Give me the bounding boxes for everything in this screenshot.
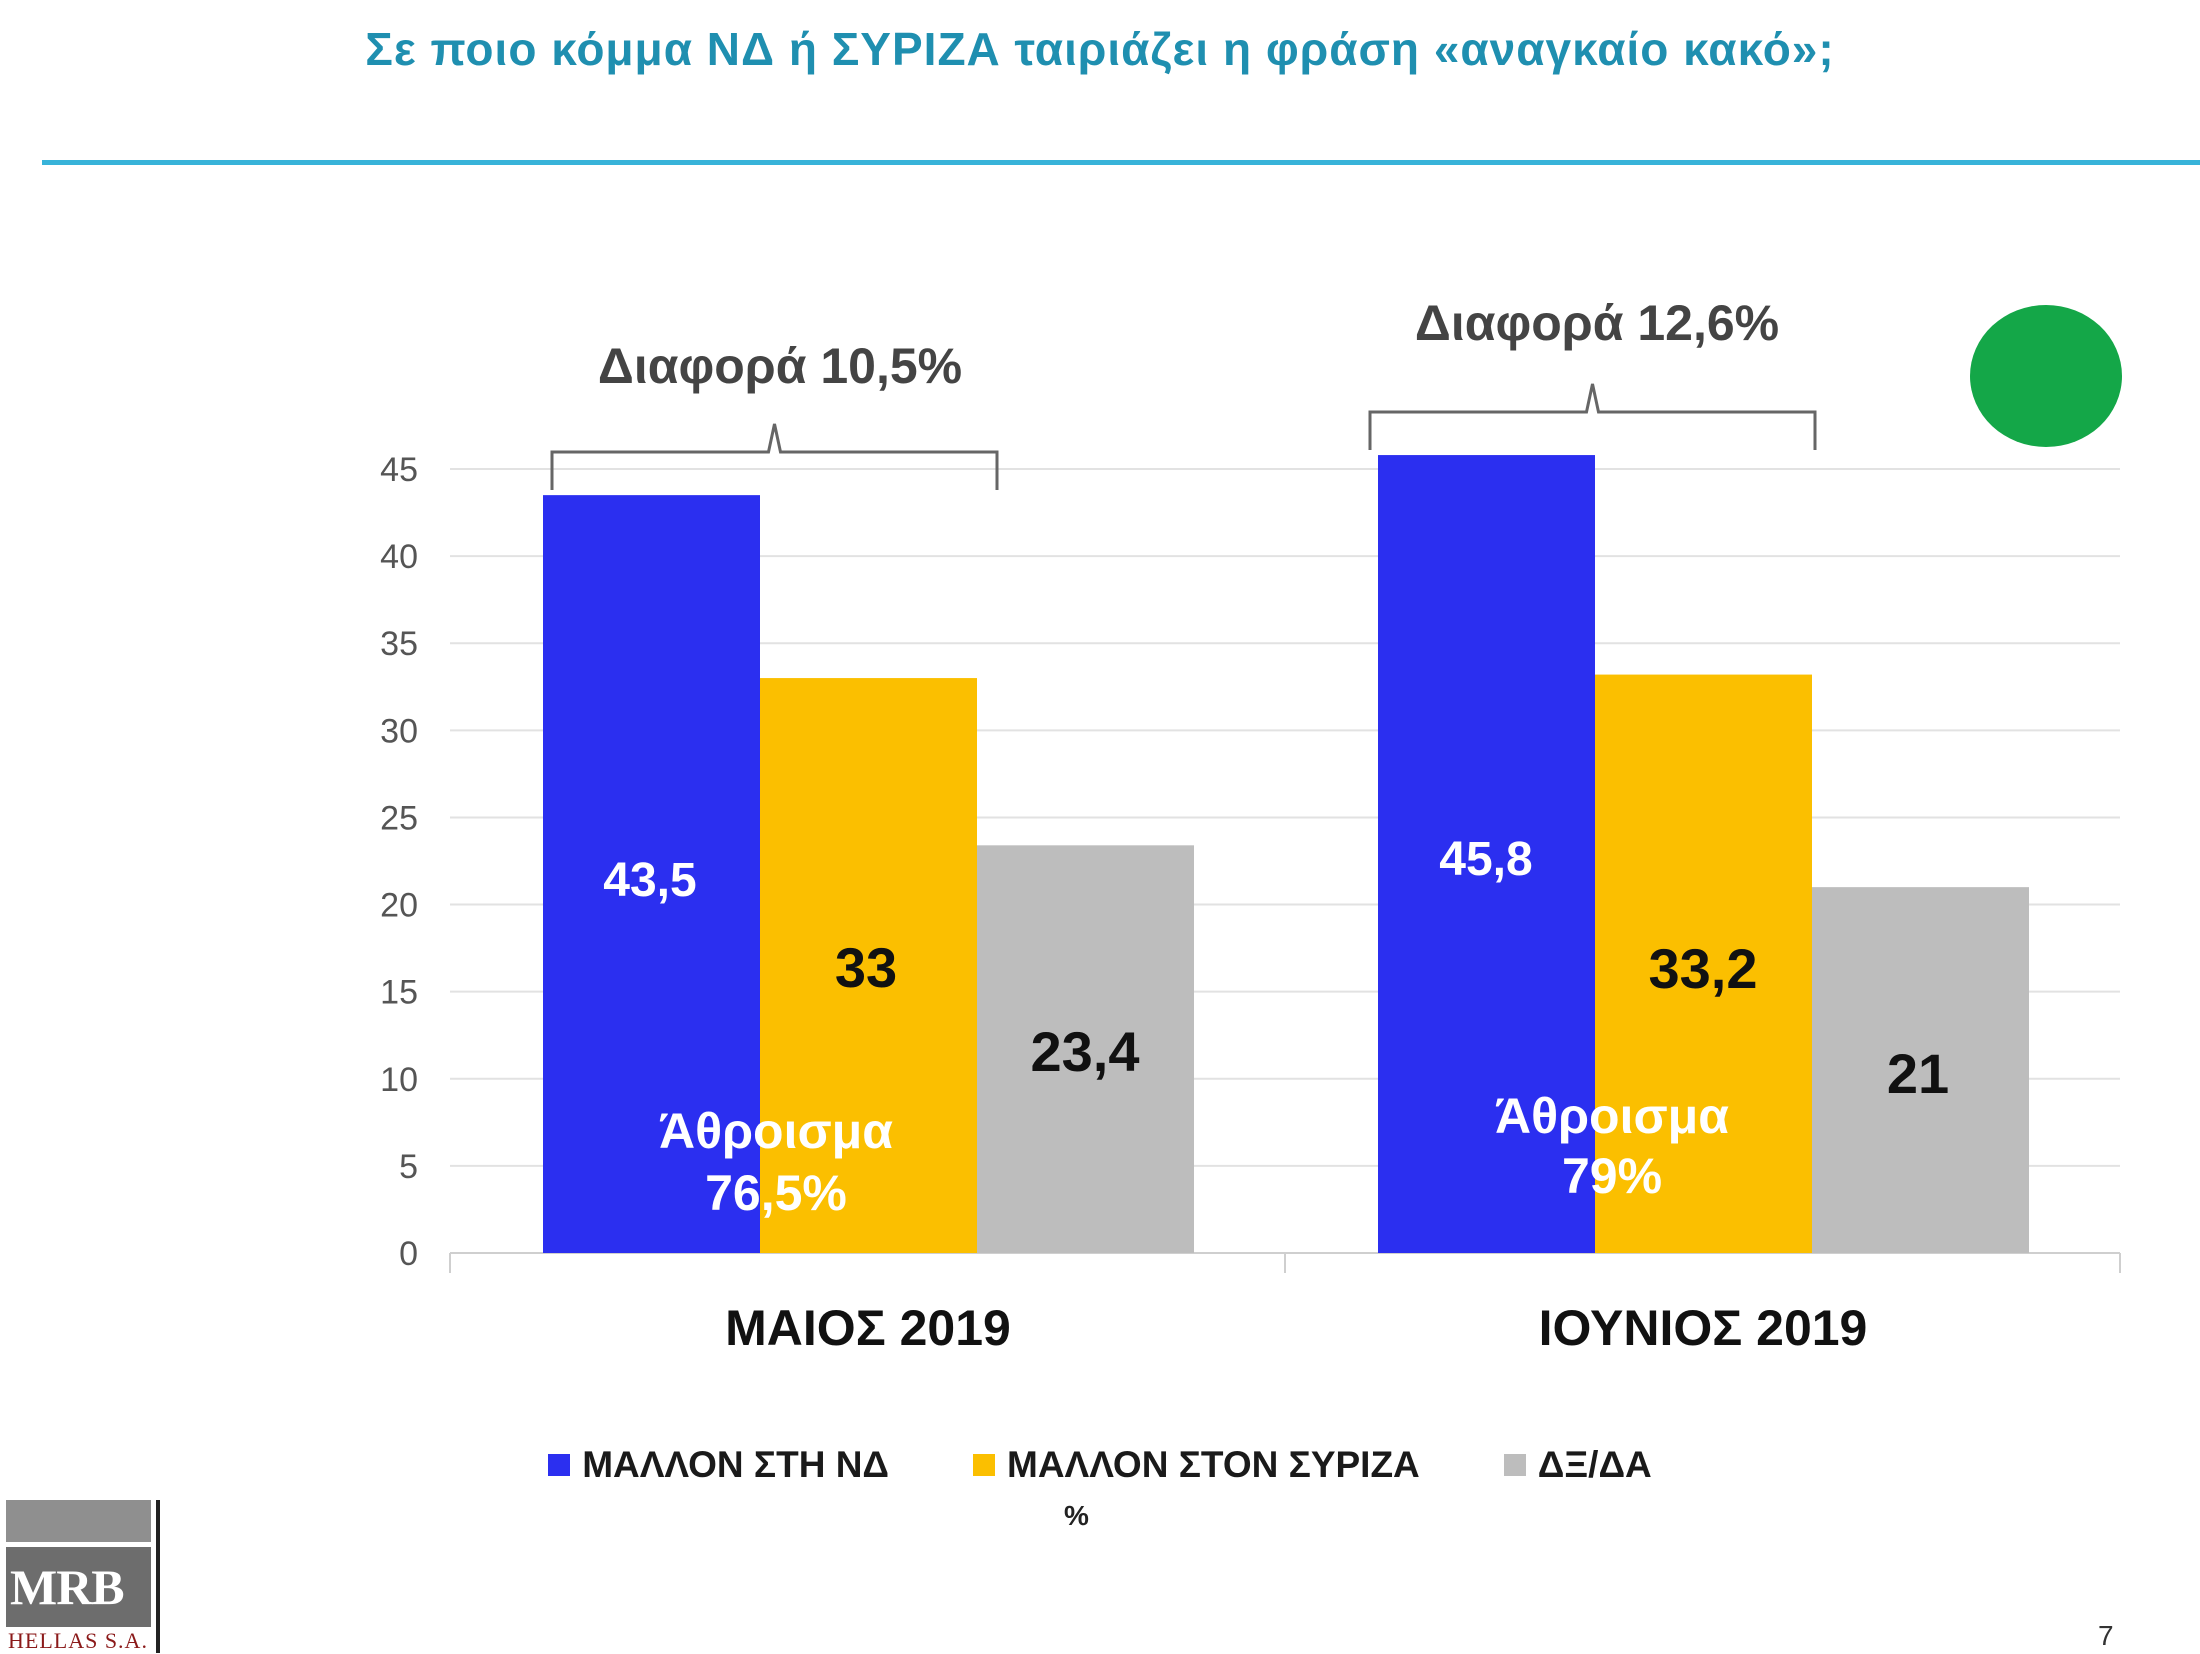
y-tick-label: 35 [380, 625, 418, 663]
logo-band [6, 1500, 151, 1542]
status-indicator [1970, 305, 2122, 447]
sum-annotation-value: 79% [1562, 1148, 1662, 1204]
difference-bracket [550, 423, 999, 490]
bar [977, 845, 1194, 1253]
data-label: 21 [1887, 1042, 1949, 1105]
bar [1595, 674, 1812, 1253]
mrb-logo: MRB HELLAS S.A. [0, 1500, 165, 1653]
unit-label: % [1064, 1500, 1089, 1531]
bar [543, 495, 760, 1254]
legend-label-nd: ΜΑΛΛΟΝ ΣΤΗ ΝΔ [582, 1444, 890, 1485]
slide-title: Σε ποιο κόμμα ΝΔ ή ΣΥΡΙΖΑ ταιριάζει η φρ… [365, 23, 1835, 75]
chart-legend: ΜΑΛΛΟΝ ΣΤΗ ΝΔ ΜΑΛΛΟΝ ΣΤΟΝ ΣΥΡΙΖΑ ΔΞ/ΔΑ [0, 1444, 2200, 1486]
difference-annotation: Διαφορά 12,6% [1415, 295, 1779, 351]
data-label: 43,5 [603, 854, 696, 907]
y-tick-label: 30 [380, 712, 418, 750]
legend-item-syriza: ΜΑΛΛΟΝ ΣΤΟΝ ΣΥΡΙΖΑ [973, 1444, 1420, 1486]
title-divider [42, 160, 2200, 165]
legend-swatch-nd [548, 1454, 571, 1476]
sum-annotation-title: Άθροισμα [1495, 1088, 1729, 1144]
difference-bracket [1368, 383, 1817, 450]
legend-swatch-syriza [973, 1454, 996, 1476]
page-number: 7 [2098, 1620, 2114, 1651]
legend-label-dkna: ΔΞ/ΔΑ [1537, 1444, 1652, 1485]
y-tick-label: 0 [399, 1235, 418, 1273]
bar [760, 678, 977, 1253]
legend-swatch-dkna [1503, 1454, 1526, 1476]
bar [1812, 887, 2029, 1253]
y-tick-label: 20 [380, 887, 418, 925]
logo-subtitle: HELLAS S.A. [8, 1628, 148, 1653]
y-tick-label: 15 [380, 974, 418, 1012]
data-label: 33 [835, 936, 897, 999]
y-tick-label: 45 [380, 451, 418, 489]
data-label: 23,4 [1031, 1020, 1140, 1083]
legend-label-syriza: ΜΑΛΛΟΝ ΣΤΟΝ ΣΥΡΙΖΑ [1007, 1444, 1420, 1485]
logo-wordmark: MRB [6, 1547, 151, 1627]
legend-item-nd: ΜΑΛΛΟΝ ΣΤΗ ΝΔ [548, 1444, 889, 1486]
bar [1378, 455, 1595, 1253]
x-category-label: ΙΟΥΝΙΟΣ 2019 [1539, 1300, 1868, 1356]
sum-annotation-title: Άθροισμα [659, 1103, 893, 1159]
y-tick-label: 25 [380, 799, 418, 837]
sum-annotation-value: 76,5% [705, 1165, 847, 1221]
y-tick-label: 40 [380, 538, 418, 576]
data-label: 33,2 [1649, 937, 1758, 1000]
y-tick-label: 5 [399, 1148, 418, 1186]
legend-item-dkna: ΔΞ/ΔΑ [1503, 1444, 1652, 1486]
x-category-label: ΜΑΙΟΣ 2019 [725, 1300, 1011, 1356]
y-tick-label: 10 [380, 1061, 418, 1099]
difference-annotation: Διαφορά 10,5% [598, 338, 962, 394]
data-label: 45,8 [1439, 833, 1532, 886]
logo-bar [156, 1500, 160, 1653]
